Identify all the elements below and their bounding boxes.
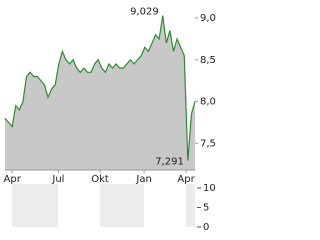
y-tick-label: 5 bbox=[203, 203, 209, 214]
annotation: 9,029 bbox=[130, 7, 159, 18]
x-tick-label: Apr bbox=[4, 174, 22, 185]
chart: 7,5 8,0 8,5 9,0 Apr Jul Okt Jan Apr 9,029 7,291 0 5 1… bbox=[4, 7, 216, 233]
y-tick-label: 0 bbox=[203, 222, 209, 232]
y-tick-label: 8,5 bbox=[200, 55, 216, 66]
volume-bands bbox=[5, 184, 195, 227]
x-tick-label: Jan bbox=[135, 174, 151, 185]
band bbox=[12, 184, 58, 227]
y-tick-label: 8,0 bbox=[200, 97, 216, 108]
y-tick-label: 10 bbox=[203, 183, 216, 194]
x-tick-label: Jul bbox=[51, 174, 64, 185]
y-tick-label: 7,5 bbox=[200, 138, 216, 149]
x-tick-label: Apr bbox=[177, 174, 195, 185]
band bbox=[100, 184, 144, 227]
annotation: 7,291 bbox=[155, 157, 184, 168]
x-tick-label: Okt bbox=[91, 174, 109, 185]
y-tick-label: 9,0 bbox=[200, 13, 216, 24]
area bbox=[5, 15, 195, 171]
price-line bbox=[4, 15, 196, 161]
band bbox=[186, 184, 195, 227]
